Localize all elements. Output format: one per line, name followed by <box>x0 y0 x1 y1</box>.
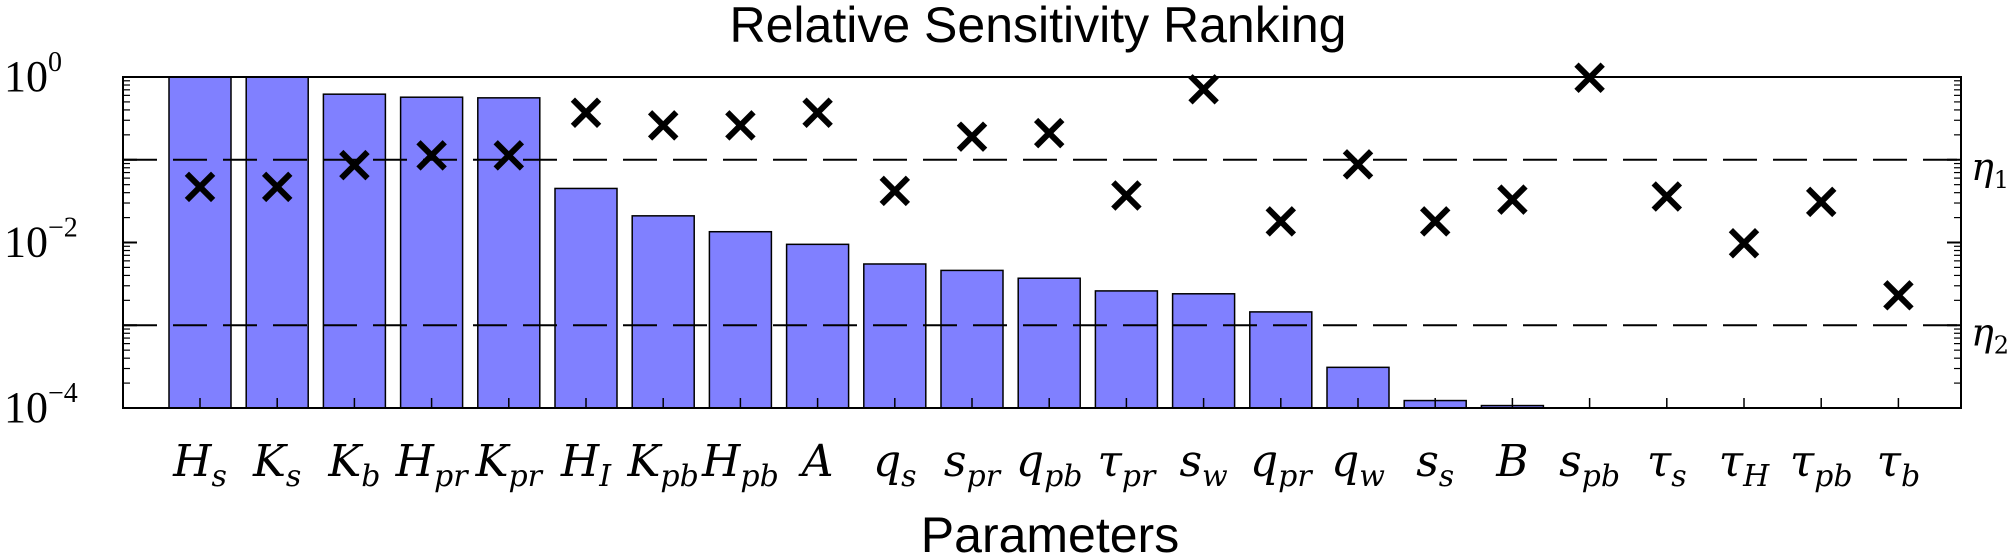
bars-layer <box>168 76 1545 409</box>
x-tick-label: qpr <box>1250 436 1313 494</box>
data-marker <box>416 140 447 171</box>
x-tick-label: Kpb <box>627 436 699 494</box>
data-marker <box>1419 206 1451 237</box>
marker-stroke <box>570 97 602 128</box>
x-axis-label: Parameters <box>921 507 1179 558</box>
x-tick-label: Hpr <box>395 436 470 494</box>
x-tick-label: B <box>1495 436 1528 487</box>
marker-stroke <box>1651 181 1683 212</box>
x-tick-label: τb <box>1877 436 1921 494</box>
x-tick-label: HI <box>560 436 612 494</box>
bar <box>245 76 309 409</box>
marker-stroke <box>416 140 447 171</box>
data-marker <box>1805 186 1837 218</box>
marker-stroke <box>1419 206 1451 237</box>
x-tick-label: qpb <box>1016 436 1083 494</box>
data-marker <box>647 110 679 141</box>
y-tick-label: 100 <box>4 47 62 101</box>
x-tick-label: Ks <box>252 436 301 494</box>
threshold-label: η1 <box>1971 145 2009 194</box>
data-marker <box>184 171 216 203</box>
bar <box>863 263 927 409</box>
x-tick-label: A <box>798 436 834 487</box>
data-marker <box>956 121 988 152</box>
x-tick-label: τH <box>1719 436 1770 494</box>
bar <box>1249 311 1313 409</box>
x-tick-label: sw <box>1179 436 1228 494</box>
data-marker <box>802 97 833 128</box>
threshold-label: η2 <box>1971 310 2009 359</box>
data-marker <box>1728 227 1760 259</box>
y-axis: 100 10−2 10−4 <box>4 47 1961 432</box>
x-tick-label: τpb <box>1790 436 1853 494</box>
marker-stroke <box>493 140 525 171</box>
bar <box>1094 290 1159 409</box>
x-tick-label: Kb <box>327 436 380 494</box>
data-marker <box>1883 280 1914 311</box>
x-tick-label: Hpb <box>701 436 779 494</box>
marker-stroke <box>725 110 756 141</box>
bar <box>322 93 387 409</box>
marker-stroke <box>1805 186 1837 218</box>
marker-stroke <box>1728 227 1760 259</box>
bar <box>1017 277 1081 409</box>
marker-stroke <box>1188 74 1219 105</box>
marker-stroke <box>261 171 293 203</box>
x-tick-label: τs <box>1647 436 1687 494</box>
markers-layer <box>184 62 1914 311</box>
y-tick-label: 10−4 <box>4 378 78 432</box>
marker-stroke <box>184 171 216 203</box>
bar <box>708 230 773 409</box>
bar <box>168 76 232 409</box>
data-marker <box>725 110 756 141</box>
data-marker <box>261 171 293 203</box>
data-marker <box>1265 206 1297 237</box>
x-tick-label: Kpr <box>475 436 544 494</box>
data-marker <box>493 140 525 171</box>
marker-stroke <box>1883 280 1914 311</box>
x-tick-label: τpr <box>1097 436 1157 494</box>
marker-stroke <box>1497 184 1528 215</box>
marker-stroke <box>647 110 679 141</box>
marker-stroke <box>339 149 370 181</box>
marker-stroke <box>1033 117 1065 149</box>
x-tick-label: qs <box>873 436 917 494</box>
x-tick-label: qw <box>1331 436 1385 494</box>
data-marker <box>1497 184 1528 215</box>
y-tick-label: 10−2 <box>4 213 78 267</box>
x-tick-label: ss <box>1416 436 1454 494</box>
bar <box>399 96 464 409</box>
marker-stroke <box>1342 149 1374 180</box>
x-tick-label: spb <box>1559 436 1620 494</box>
data-marker <box>1651 181 1683 212</box>
marker-stroke <box>956 121 988 152</box>
data-marker <box>1342 149 1374 180</box>
marker-stroke <box>879 175 911 207</box>
data-marker <box>1033 117 1065 149</box>
marker-stroke <box>1111 180 1142 211</box>
x-tick-label: Hs <box>172 436 227 494</box>
data-marker <box>339 149 370 181</box>
bar <box>477 97 541 409</box>
data-marker <box>1111 180 1142 211</box>
data-marker <box>1188 74 1219 105</box>
bar <box>631 215 695 409</box>
bar <box>554 187 618 409</box>
chart-title: Relative Sensitivity Ranking <box>730 0 1347 53</box>
marker-stroke <box>802 97 833 128</box>
marker-stroke <box>1265 206 1297 237</box>
data-marker <box>879 175 911 207</box>
bar <box>940 269 1004 409</box>
data-marker <box>570 97 602 128</box>
bar <box>1171 293 1236 409</box>
x-tick-label: spr <box>944 436 1002 494</box>
